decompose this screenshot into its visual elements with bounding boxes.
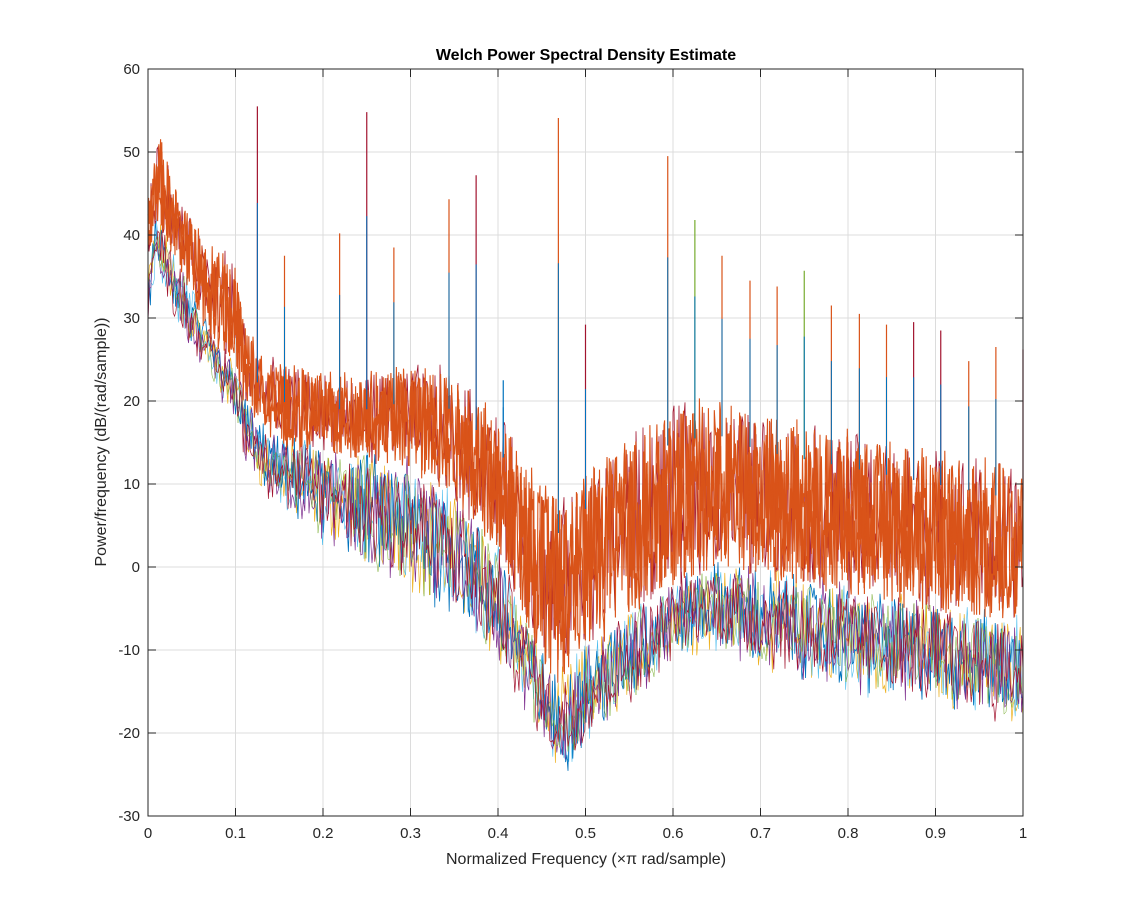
x-tick-label: 0.9 (925, 825, 946, 842)
y-tick-label: -20 (118, 725, 140, 742)
axis-ticks: 0 0.1 0.2 0.3 0.4 0.5 0.6 0.7 0.8 0.9 1 -30 -20 -10 0 1… (118, 61, 1027, 842)
y-tick-label: -10 (118, 642, 140, 659)
y-tick-label: 20 (123, 393, 140, 410)
x-tick-label: 0.6 (663, 825, 684, 842)
x-axis-label: Normalized Frequency (×π rad/sample) (446, 851, 726, 868)
y-axis-label: Power/frequency (dB/(rad/sample)) (93, 318, 110, 567)
y-tick-label: 60 (123, 61, 140, 78)
psd-trace-4 (147, 241, 1024, 760)
x-tick-label: 0.7 (750, 825, 771, 842)
x-tick-label: 1 (1019, 825, 1027, 842)
x-tick-label: 0.5 (575, 825, 596, 842)
x-tick-label: 0.4 (488, 825, 509, 842)
y-tick-label: 50 (123, 144, 140, 161)
plot-area (147, 106, 1024, 771)
psd-trace-9 (147, 151, 1023, 672)
x-tick-label: 0 (144, 825, 152, 842)
chart-title: Welch Power Spectral Density Estimate (436, 47, 736, 64)
y-tick-label: 30 (123, 310, 140, 327)
x-tick-label: 0.2 (313, 825, 334, 842)
y-tick-label: 0 (132, 559, 140, 576)
y-tick-label: 10 (123, 476, 140, 493)
y-tick-label: 40 (123, 227, 140, 244)
x-tick-label: 0.3 (400, 825, 421, 842)
x-tick-label: 0.1 (225, 825, 246, 842)
x-tick-label: 0.8 (838, 825, 859, 842)
psd-trace-5 (147, 236, 1023, 752)
psd-trace-6 (147, 230, 1024, 751)
y-tick-label: -30 (118, 808, 140, 825)
